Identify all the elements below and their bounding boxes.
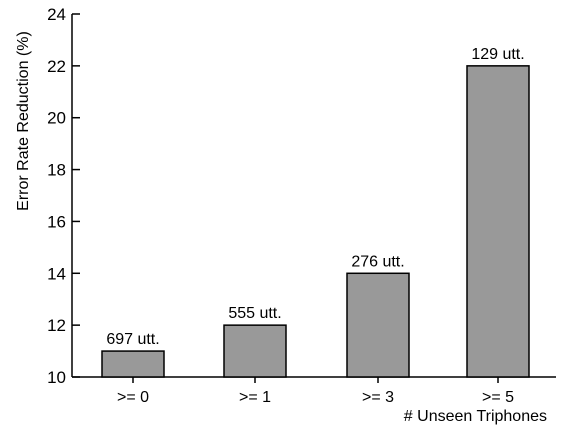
data-label: 129 utt.	[471, 46, 524, 63]
y-tick-label: 12	[47, 316, 66, 335]
category-label: >= 0	[117, 389, 149, 406]
labels: 10 12 14 16 18 20 22 24 >= 0 697 utt. >= 1 555 utt.…	[47, 5, 525, 406]
y-axis-label: Error Rate Reduction (%)	[15, 31, 32, 211]
y-tick-label: 18	[47, 161, 66, 180]
bar	[101, 350, 165, 378]
category-label: >= 3	[362, 389, 394, 406]
data-label: 555 utt.	[228, 305, 281, 322]
bar	[223, 324, 287, 378]
y-tick-label: 16	[47, 212, 66, 231]
data-label: 697 utt.	[106, 331, 159, 348]
y-tick-label: 24	[47, 5, 66, 24]
x-axis-label: # Unseen Triphones	[404, 408, 547, 425]
category-label: >= 5	[482, 389, 514, 406]
data-label: 276 utt.	[351, 253, 404, 270]
y-tick-label: 14	[47, 264, 66, 283]
y-tick-label: 10	[47, 368, 66, 387]
bars	[101, 65, 530, 378]
category-label: >= 1	[239, 389, 271, 406]
y-tick-label: 22	[47, 57, 66, 76]
y-tick-label: 20	[47, 109, 66, 128]
bar	[346, 272, 410, 378]
bar	[466, 65, 530, 378]
